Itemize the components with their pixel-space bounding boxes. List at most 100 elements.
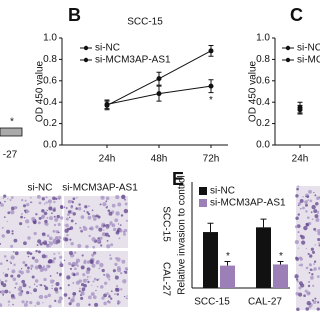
cell bbox=[298, 292, 303, 297]
cell bbox=[309, 199, 313, 203]
cell bbox=[313, 267, 317, 271]
cell bbox=[57, 231, 60, 234]
column-label: si-NC bbox=[28, 183, 53, 194]
cell bbox=[2, 283, 7, 288]
cell bbox=[45, 201, 48, 204]
cell bbox=[91, 214, 95, 218]
cell bbox=[22, 261, 26, 265]
cell bbox=[317, 210, 320, 213]
cell bbox=[67, 284, 70, 287]
cell bbox=[106, 205, 108, 208]
cell bbox=[90, 260, 94, 265]
cell bbox=[314, 194, 317, 197]
cell bbox=[66, 275, 71, 280]
cell bbox=[48, 304, 52, 308]
cell bbox=[70, 242, 74, 246]
point bbox=[208, 48, 214, 54]
cell bbox=[11, 232, 14, 235]
cell bbox=[300, 283, 305, 288]
cell bbox=[115, 264, 118, 266]
cell bbox=[101, 268, 105, 273]
cell bbox=[8, 304, 10, 306]
cell bbox=[85, 269, 90, 275]
cell bbox=[109, 257, 113, 261]
cell bbox=[122, 279, 127, 284]
cell bbox=[119, 224, 122, 226]
cell bbox=[126, 297, 128, 300]
cell bbox=[311, 250, 316, 254]
cell bbox=[46, 234, 50, 238]
cell bbox=[311, 204, 316, 210]
cell bbox=[124, 202, 128, 206]
cell bbox=[35, 213, 38, 216]
cell bbox=[54, 287, 59, 292]
cell bbox=[103, 274, 106, 276]
cell bbox=[52, 229, 56, 233]
cell bbox=[30, 253, 32, 255]
cell bbox=[305, 203, 308, 207]
cell bbox=[313, 227, 317, 231]
cell bbox=[76, 302, 81, 307]
cell bbox=[4, 289, 9, 294]
cell bbox=[110, 243, 114, 247]
cell bbox=[19, 285, 23, 289]
cell bbox=[96, 238, 102, 243]
cell bbox=[0, 242, 2, 245]
cell bbox=[4, 279, 8, 283]
legend-marker bbox=[285, 57, 291, 63]
cell bbox=[26, 291, 30, 295]
cell bbox=[72, 282, 75, 284]
cell bbox=[72, 197, 76, 201]
cell bbox=[301, 240, 306, 245]
cell bbox=[69, 238, 72, 241]
y-tick-label: 0.0 bbox=[43, 140, 57, 151]
category-label: -27 bbox=[3, 150, 18, 161]
cell bbox=[313, 300, 317, 304]
cell bbox=[49, 204, 51, 206]
cell bbox=[59, 216, 64, 220]
cell bbox=[27, 210, 30, 213]
cell bbox=[43, 277, 47, 282]
cell bbox=[75, 222, 77, 225]
cell bbox=[9, 261, 12, 264]
cell bbox=[28, 286, 31, 289]
cell bbox=[105, 273, 110, 277]
cell bbox=[112, 227, 117, 232]
cell bbox=[39, 242, 43, 246]
cell bbox=[2, 293, 5, 296]
legend-label: si-MCM3AP-AS1 bbox=[95, 55, 171, 66]
y-tick-label: 0.4 bbox=[256, 97, 270, 108]
cell bbox=[297, 213, 300, 216]
cell bbox=[315, 217, 320, 222]
cell bbox=[306, 195, 310, 198]
cell bbox=[30, 196, 32, 199]
cell bbox=[124, 198, 126, 201]
cell bbox=[305, 247, 308, 250]
cell bbox=[124, 267, 128, 271]
cell bbox=[85, 244, 89, 249]
cell bbox=[4, 200, 6, 203]
cell bbox=[18, 292, 23, 297]
cell bbox=[80, 282, 85, 287]
cell bbox=[68, 302, 72, 306]
cell bbox=[296, 280, 300, 283]
y-tick-label: 0.6 bbox=[256, 75, 270, 86]
cell bbox=[58, 235, 62, 240]
cell bbox=[95, 225, 99, 229]
error-bar bbox=[207, 222, 214, 233]
cell bbox=[27, 266, 30, 270]
cell bbox=[59, 261, 62, 264]
significance-mark: * bbox=[279, 251, 283, 262]
cell bbox=[64, 224, 66, 226]
legend-swatch bbox=[199, 199, 207, 207]
cell bbox=[117, 202, 122, 207]
cell bbox=[58, 296, 63, 301]
cell bbox=[97, 215, 101, 219]
cell bbox=[64, 237, 69, 242]
legend-label: si-NC bbox=[210, 186, 235, 197]
y-tick-label: 0.0 bbox=[256, 140, 270, 151]
significance-mark: * bbox=[209, 95, 213, 106]
cell bbox=[99, 203, 102, 206]
cell bbox=[295, 216, 299, 221]
cell bbox=[112, 269, 116, 273]
